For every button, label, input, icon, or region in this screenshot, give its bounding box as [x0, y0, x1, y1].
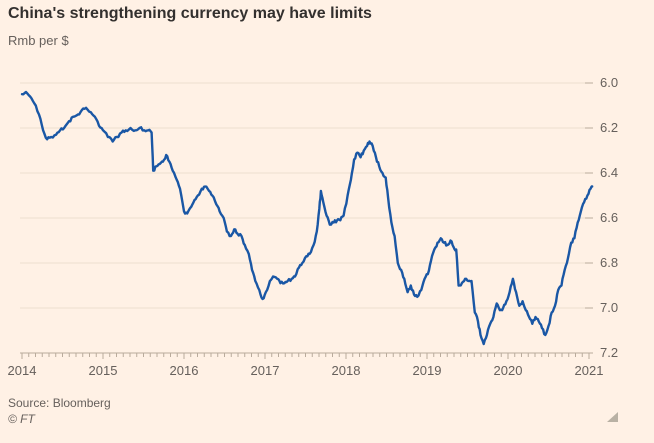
x-axis-label: 2020: [493, 363, 523, 378]
ft-copyright: © FT: [8, 412, 35, 426]
y-axis-label: 6.6: [600, 210, 619, 225]
y-axis-label: 7.0: [600, 300, 619, 315]
x-axis-label: 2018: [331, 363, 361, 378]
source-label: Source: Bloomberg: [8, 396, 111, 410]
y-axis-label: 6.4: [600, 165, 619, 180]
y-axis-label: 6.8: [600, 255, 619, 270]
x-axis-label: 2017: [250, 363, 280, 378]
resize-handle-icon[interactable]: [607, 412, 618, 422]
x-axis-label: 2016: [169, 363, 199, 378]
x-axis-label: 2021: [574, 363, 604, 378]
y-axis-label: 7.2: [600, 345, 619, 360]
chart-title: China's strengthening currency may have …: [8, 5, 372, 22]
line-series: [20, 90, 594, 346]
chart-subtitle: Rmb per $: [8, 33, 69, 48]
y-axis-label: 6.2: [600, 120, 619, 135]
x-axis-label: 2019: [412, 363, 442, 378]
x-axis-label: 2014: [7, 363, 37, 378]
y-axis-label: 6.0: [600, 75, 619, 90]
x-axis-label: 2015: [88, 363, 118, 378]
